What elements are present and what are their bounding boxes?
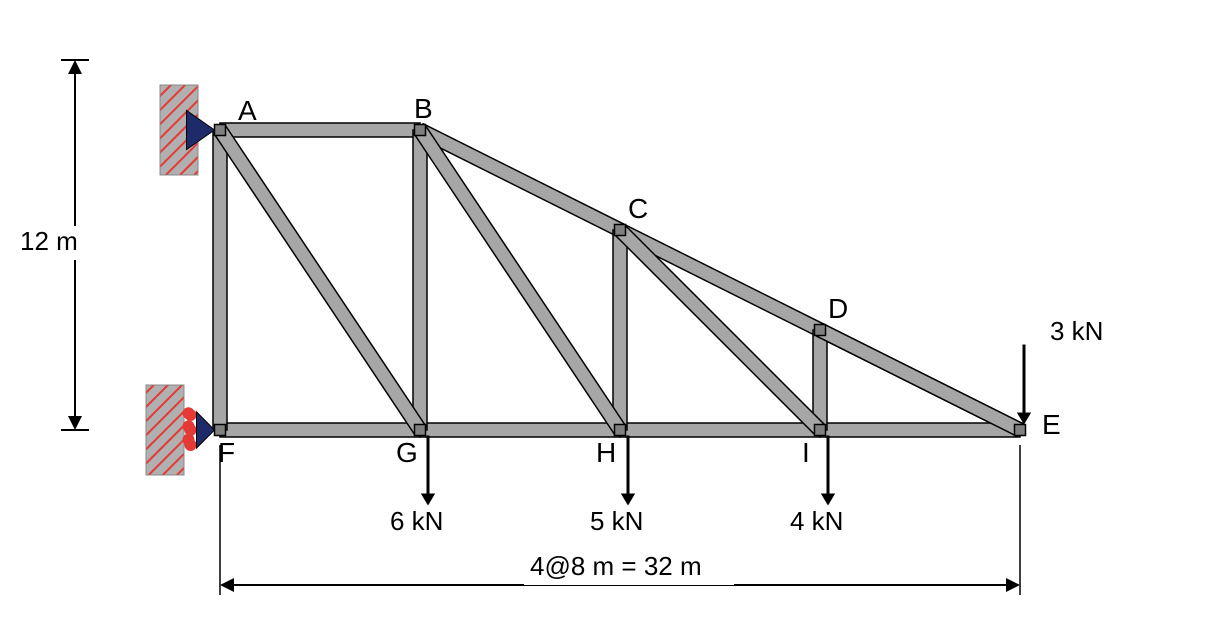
load-label-H: 5 kN	[590, 506, 643, 536]
dim-horizontal-label: 4@8 m = 32 m	[530, 551, 702, 581]
member-DE	[817, 324, 1023, 437]
support-roller-icon	[197, 412, 215, 448]
member-BG	[413, 130, 427, 430]
node-I	[815, 425, 826, 436]
member-IE	[820, 423, 1020, 437]
member-AG	[214, 126, 426, 434]
member-GH	[420, 423, 620, 437]
node-G	[415, 425, 426, 436]
dim-vertical-label: 12 m	[20, 226, 78, 256]
node-label-I: I	[802, 437, 810, 468]
roller-ball	[185, 439, 197, 451]
node-label-H: H	[596, 437, 616, 468]
members	[213, 123, 1023, 437]
node-label-C: C	[628, 193, 648, 224]
node-F	[215, 425, 226, 436]
node-A	[215, 125, 226, 136]
member-CI	[615, 225, 825, 435]
load-label-E: 3 kN	[1050, 316, 1103, 346]
load-label-I: 4 kN	[790, 506, 843, 536]
node-E	[1015, 425, 1026, 436]
wall-hatch	[146, 385, 184, 475]
member-CH	[613, 230, 627, 430]
support-pin-icon	[187, 110, 215, 149]
load-label-G: 6 kN	[390, 506, 443, 536]
member-AF	[213, 130, 227, 430]
node-label-G: G	[396, 437, 418, 468]
member-FG	[220, 423, 420, 437]
node-H	[615, 425, 626, 436]
node-C	[615, 225, 626, 236]
node-D	[815, 325, 826, 336]
member-HI	[620, 423, 820, 437]
roller-ball	[185, 409, 197, 421]
node-label-D: D	[828, 293, 848, 324]
node-label-E: E	[1042, 409, 1061, 440]
roller-ball	[185, 424, 197, 436]
node-B	[415, 125, 426, 136]
truss-diagram: 6 kN5 kN4 kN3 kNABCDEFGHI12 m4@8 m = 32 …	[0, 0, 1223, 627]
node-label-A: A	[238, 95, 257, 126]
node-label-B: B	[414, 93, 433, 124]
